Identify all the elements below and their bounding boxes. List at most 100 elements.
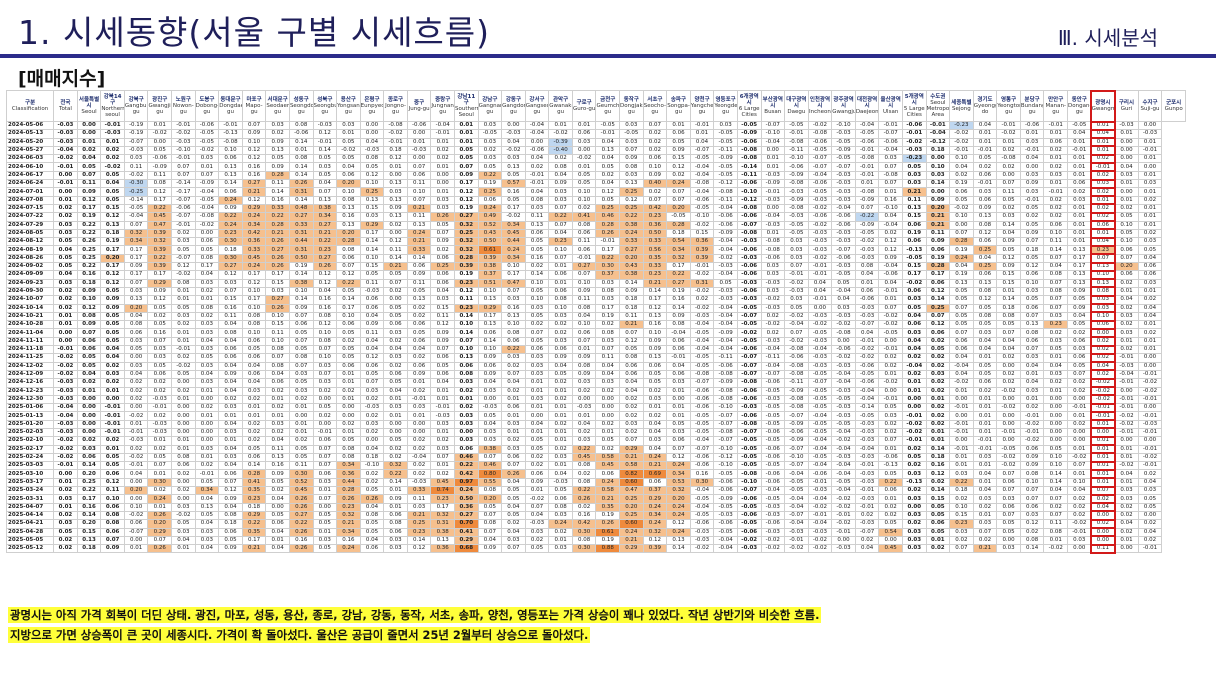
table-row: 2025-04-21 0.03 0.20 0.08 0.06 0.20 0.05 0.04 0.…: [6, 518, 1186, 530]
row-date: 2025-04-14: [6, 510, 55, 521]
table-cell: 0.00: [406, 154, 432, 164]
column-header-ko: 동안구: [1071, 97, 1087, 103]
table-cell: 0.42: [241, 228, 267, 239]
table-cell: 0.02: [265, 386, 290, 396]
table-cell: 0.01: [430, 137, 455, 147]
table-cell: 0.13: [642, 311, 668, 322]
table-cell: 0.00: [123, 535, 149, 546]
table-cell: 0.02: [854, 535, 880, 546]
table-cell: 0.08: [548, 295, 573, 305]
table-cell: 0.06: [453, 444, 479, 454]
table-cell: 0.14: [288, 295, 314, 305]
table-cell: 0.06: [1090, 220, 1116, 231]
table-cell: 0.10: [453, 320, 479, 330]
table-cell: -0.07: [123, 137, 149, 147]
table-cell: 0.02: [147, 386, 173, 396]
column-header: 성북구Seongbuk-gu: [312, 90, 338, 122]
table-cell: -0.09: [784, 170, 809, 181]
table-cell: 0.05: [501, 170, 526, 181]
table-cell: 0.03: [53, 220, 78, 230]
table-cell: 0.02: [524, 262, 550, 272]
table-cell: -0.02: [878, 311, 903, 322]
table-cell: -0.14: [171, 179, 196, 189]
table-cell: 0.08: [288, 120, 314, 131]
table-cell: -0.06: [854, 378, 880, 388]
table-cell: -0.02: [807, 220, 833, 230]
column-header-ko: 강동구: [505, 97, 522, 103]
table-cell: 0.05: [666, 419, 691, 430]
table-cell: 0.05: [524, 245, 550, 255]
table-cell: -0.09: [736, 129, 762, 139]
table-cell: -0.03: [784, 527, 809, 537]
table-cell: 0.01: [76, 386, 102, 396]
table-cell: -0.05: [807, 403, 833, 413]
table-cell: 0.01: [501, 394, 526, 405]
table-cell: 0.23: [453, 303, 479, 313]
table-cell: -0.02: [901, 419, 927, 430]
column-header: 서울특별시 Seoul: [76, 90, 102, 122]
header-row: 구분 Classification 전국 Total 서울특별시 Seoul 강북14구 No…: [6, 90, 1186, 123]
table-cell: 0.13: [901, 203, 927, 214]
table-cell: -0.02: [831, 494, 856, 504]
table-cell: 0.12: [925, 469, 951, 479]
table-cell: 0.09: [123, 262, 149, 272]
table-cell: -0.03: [760, 278, 786, 288]
table-cell: -0.03: [713, 286, 738, 297]
column-header-en: Seodaemun-gu: [266, 103, 289, 115]
table-cell: -0.04: [901, 361, 927, 371]
table-cell: -0.02: [996, 452, 1021, 463]
table-cell: 0.17: [100, 245, 125, 255]
table-cell: 0.03: [784, 245, 809, 255]
table-cell: 0.22: [147, 203, 173, 214]
table-cell: 0.01: [430, 427, 455, 438]
table-cell: 0.03: [1043, 170, 1069, 181]
table-cell: -0.05: [713, 129, 738, 139]
table-cell: -0.05: [807, 452, 833, 463]
table-cell: 0.12: [619, 336, 644, 347]
table-cell: 0.05: [288, 452, 314, 463]
table-cell: 0.52: [288, 477, 314, 488]
table-cell: -0.01: [1137, 444, 1163, 454]
table-cell: 0.11: [571, 295, 597, 305]
table-cell: -0.06: [760, 452, 786, 463]
table-cell: 0.00: [524, 137, 550, 147]
table-cell: 0.05: [901, 303, 927, 313]
table-cell: 0.60: [619, 477, 644, 488]
table-cell: 0.05: [53, 237, 78, 247]
table-cell: -0.05: [831, 394, 856, 405]
table-cell: 0.02: [925, 411, 951, 421]
table-cell: 0.07: [241, 120, 267, 131]
table-cell: 0.04: [901, 336, 927, 347]
table-cell: 0.17: [501, 203, 526, 214]
table-cell: 0.18: [1019, 245, 1045, 255]
table-cell: 0.10: [241, 137, 267, 147]
table-cell: 0.09: [972, 203, 998, 214]
table-cell: 0.10: [288, 286, 314, 297]
table-cell: 0.01: [1137, 220, 1163, 230]
table-cell: -0.03: [760, 303, 786, 313]
table-cell: 0.13: [1019, 320, 1045, 330]
table-cell: 0.49: [477, 212, 503, 222]
table-cell: 0.12: [100, 278, 125, 288]
table-cell: 0.04: [996, 228, 1021, 239]
table-cell: 0.14: [406, 535, 432, 546]
table-cell: 0.04: [571, 311, 597, 322]
table-cell: 0.02: [878, 228, 903, 239]
table-cell: -0.05: [689, 353, 715, 363]
table-cell: 0.03: [147, 344, 173, 355]
table-cell: -0.05: [689, 203, 715, 214]
table-cell: 0.00: [359, 120, 385, 131]
table-cell: -0.03: [53, 378, 78, 388]
table-cell: -0.03: [807, 311, 833, 322]
table-cell: 0.03: [241, 386, 267, 396]
table-cell: 0.13: [265, 145, 290, 156]
table-cell: 0.14: [1043, 477, 1069, 488]
table-cell: 0.01: [265, 394, 290, 405]
table-cell: -0.03: [831, 237, 856, 247]
column-header-ko: 성동구: [293, 97, 309, 103]
table-cell: 0.04: [996, 344, 1021, 355]
table-cell: 0.05: [571, 170, 597, 181]
table-row: 2025-03-17 0.01 0.25 0.12 0.00 0.30 0.00 0.05 0.…: [6, 477, 1186, 488]
table-cell: -0.13: [901, 245, 927, 255]
table-cell: 0.04: [1137, 477, 1163, 488]
